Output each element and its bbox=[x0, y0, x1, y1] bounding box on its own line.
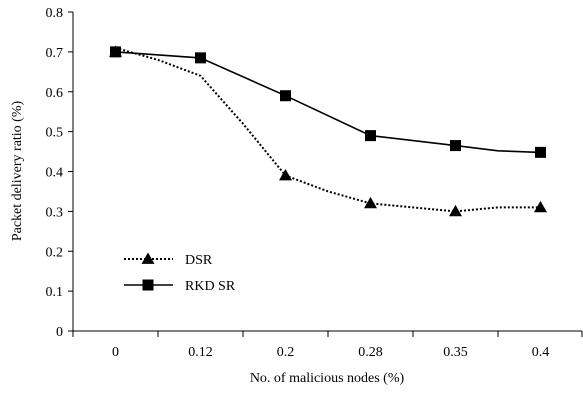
x-tick-label: 0.35 bbox=[443, 345, 468, 360]
series-dsr bbox=[109, 45, 547, 217]
series-layer bbox=[109, 45, 547, 217]
y-tick-label: 0.8 bbox=[46, 6, 64, 21]
x-axis-title: No. of malicious nodes (%) bbox=[250, 371, 405, 386]
data-point-dsr bbox=[449, 204, 462, 217]
y-tick-label: 0.6 bbox=[46, 86, 64, 101]
y-tick-label: 0.4 bbox=[46, 166, 64, 181]
data-point-rkd-sr bbox=[365, 130, 376, 142]
y-tick-label: 0.2 bbox=[46, 245, 64, 260]
y-tick-label: 0 bbox=[56, 325, 63, 340]
data-point-rkd-sr bbox=[450, 140, 461, 152]
data-point-dsr bbox=[534, 200, 547, 213]
legend-marker-rkd-sr bbox=[142, 279, 154, 291]
x-tick-label: 0.4 bbox=[532, 345, 550, 360]
y-tick-label: 0.5 bbox=[46, 126, 64, 141]
x-tick-label: 0.2 bbox=[277, 345, 295, 360]
y-tick-label: 0.1 bbox=[46, 285, 64, 300]
data-point-dsr bbox=[279, 168, 292, 181]
legend: DSR RKD SR bbox=[124, 252, 236, 294]
legend-label-rkd-sr: RKD SR bbox=[185, 279, 236, 294]
series-line-rkd-sr bbox=[115, 51, 541, 154]
x-tick-label: 0 bbox=[112, 345, 119, 360]
y-axis-title: Packet delivery ratio (%) bbox=[10, 100, 25, 241]
data-point-rkd-sr bbox=[195, 52, 206, 64]
y-tick-label: 0.3 bbox=[46, 205, 64, 220]
data-point-rkd-sr bbox=[535, 146, 546, 158]
legend-label-dsr: DSR bbox=[185, 253, 213, 268]
legend-marker-dsr bbox=[141, 252, 155, 264]
x-tick-label: 0.28 bbox=[358, 345, 383, 360]
series-rkd-sr bbox=[110, 46, 546, 158]
axes: 0 0.1 0.2 0.3 0.4 0.5 0.6 0.7 0.8 0 0.12 0.2 0.28 0.3… bbox=[46, 6, 583, 360]
y-tick-label: 0.7 bbox=[46, 46, 64, 61]
data-point-rkd-sr bbox=[110, 46, 121, 58]
data-point-rkd-sr bbox=[280, 90, 291, 102]
x-tick-label: 0.12 bbox=[188, 345, 213, 360]
data-point-dsr bbox=[364, 196, 377, 209]
series-line-dsr bbox=[115, 46, 541, 213]
